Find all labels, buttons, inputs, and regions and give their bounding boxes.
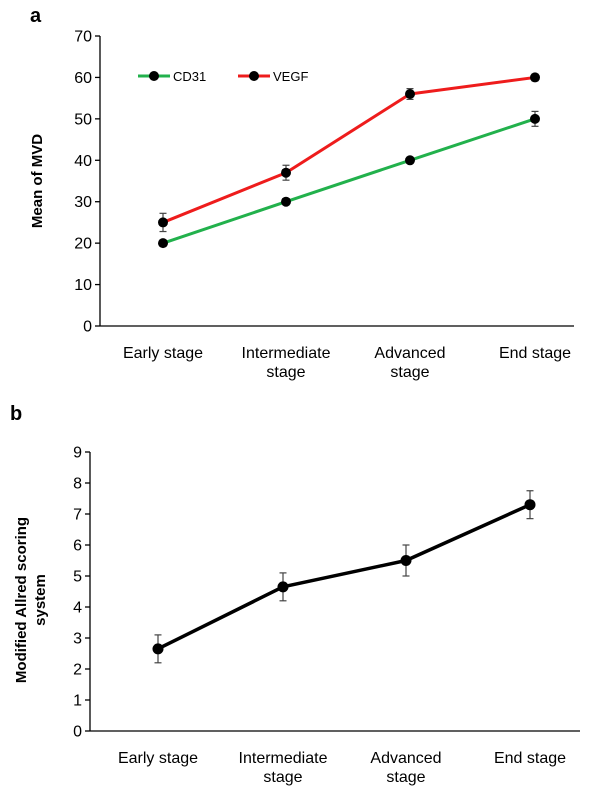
panel-b-series-point [152,643,164,655]
panel-b-x-category-label: Advanced [370,750,441,767]
panel-a-x-category-label: End stage [499,345,571,362]
panel-b-x-category-label: stage [263,769,302,786]
panel-b: b Modified Allred scoring system 0 1 2 3 4 5 6… [10,403,580,786]
panel-a-x-category-label: stage [266,364,305,381]
panel-b-y-tick-label: 0 [73,724,82,741]
panel-b-series-line [157,503,531,651]
panel-b-series-point [277,581,289,593]
panel-a-vegf-line [162,75,536,224]
panel-b-series-point [524,499,536,511]
panel-b-y-tick-label: 6 [73,538,82,555]
panel-b-y-tick-label: 3 [73,631,82,648]
panel-b-y-tick-label: 4 [73,600,82,617]
panel-a-cd31-line [162,117,536,245]
panel-a-y-tick-label: 0 [83,319,92,336]
panel-b-x-category-label: stage [386,769,425,786]
panel-a-y-tick-label: 30 [74,194,92,211]
legend-cd31-label: CD31 [173,69,206,84]
panel-a-x-category-label: Early stage [123,345,203,362]
panel-a-vegf-point [405,89,415,99]
panel-a-y-tick-label: 70 [74,29,92,46]
panel-a-y-tick-label: 40 [74,153,92,170]
legend-vegf-marker [249,71,259,81]
panel-a-label: a [30,5,42,27]
panel-b-y-axis-label-line-1: Modified Allred scoring [13,517,30,683]
panel-a-y-tick-label: 10 [74,277,92,294]
panel-a-cd31-point [281,196,291,207]
panel-b-x-category-label: Intermediate [239,750,328,767]
panel-b-y-tick-label: 2 [73,662,82,679]
panel-a-x-category-label: Advanced [374,345,445,362]
panel-a-x-category-label: stage [390,364,429,381]
legend-cd31-marker [149,71,159,81]
panel-b-y-tick-label: 8 [73,476,82,493]
panel-a-vegf-point [158,217,168,228]
panel-b-y-tick-label: 7 [73,507,82,524]
panel-a: a Mean of MVD 0 10 20 30 40 50 60 70 Early stage… [29,5,574,381]
panel-a-vegf-point [281,167,291,178]
panel-b-plot-area: 0 1 2 3 4 5 6 7 8 9 Early stage Intermediate stage Ad… [73,445,566,787]
panel-a-y-axis-label: Mean of MVD [29,134,46,228]
panel-a-y-tick-label: 60 [74,70,92,87]
panel-a-y-tick-label: 20 [74,236,92,253]
panel-b-series-point [400,555,412,566]
panel-b-y-tick-label: 1 [73,693,82,710]
panel-b-y-tick-label: 9 [73,445,82,462]
panel-b-x-category-label: End stage [494,750,566,767]
panel-a-x-category-label: Intermediate [242,345,331,362]
panel-a-cd31-point [530,113,540,124]
legend-vegf-label: VEGF [273,69,308,84]
panel-a-y-tick-label: 50 [74,111,92,128]
panel-b-label: b [10,403,22,425]
panel-b-y-tick-label: 5 [73,569,82,586]
panel-a-vegf-point [530,72,540,83]
panel-a-cd31-point [158,238,168,249]
panel-a-plot-area: 0 10 20 30 40 50 60 70 Early stage Intermediate st… [74,29,571,382]
panel-b-y-axis-label-line-2: system [32,574,49,626]
panel-b-x-category-label: Early stage [118,750,198,767]
panel-a-cd31-point [405,155,415,166]
